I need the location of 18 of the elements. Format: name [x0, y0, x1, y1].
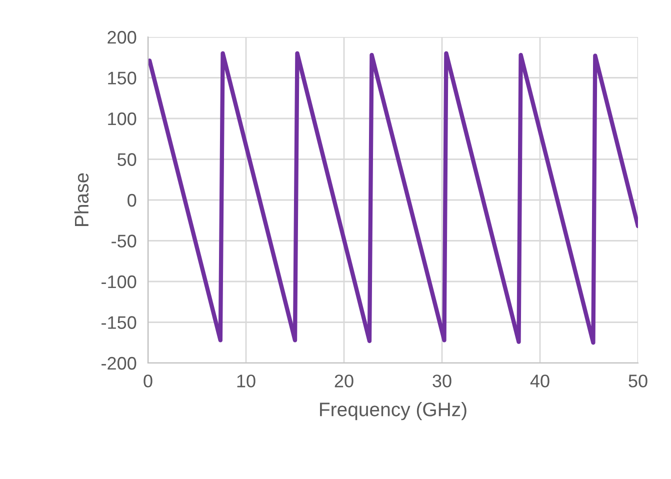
- y-tick-label: 50: [118, 153, 136, 166]
- y-tick-label: -100: [102, 275, 136, 288]
- y-tick-label: -200: [102, 356, 136, 370]
- y-tick-label: -50: [112, 234, 136, 248]
- x-tick-label: 50: [628, 374, 648, 388]
- x-tick-label: 0: [144, 374, 152, 388]
- x-tick-label: 10: [237, 374, 256, 388]
- y-tick-label: 100: [108, 112, 136, 126]
- x-tick-label: 30: [432, 374, 452, 388]
- y-tick-label: 200: [108, 30, 136, 44]
- x-axis-title: Frequency (GHz): [320, 402, 466, 420]
- x-tick-label: 20: [334, 374, 354, 388]
- y-axis-title: Phase: [74, 173, 89, 226]
- y-tick-label: -150: [102, 316, 136, 329]
- x-tick-label: 40: [530, 374, 550, 388]
- y-tick-label: 0: [128, 194, 136, 207]
- line-series: [148, 51, 638, 345]
- y-tick-label: 150: [108, 72, 136, 84]
